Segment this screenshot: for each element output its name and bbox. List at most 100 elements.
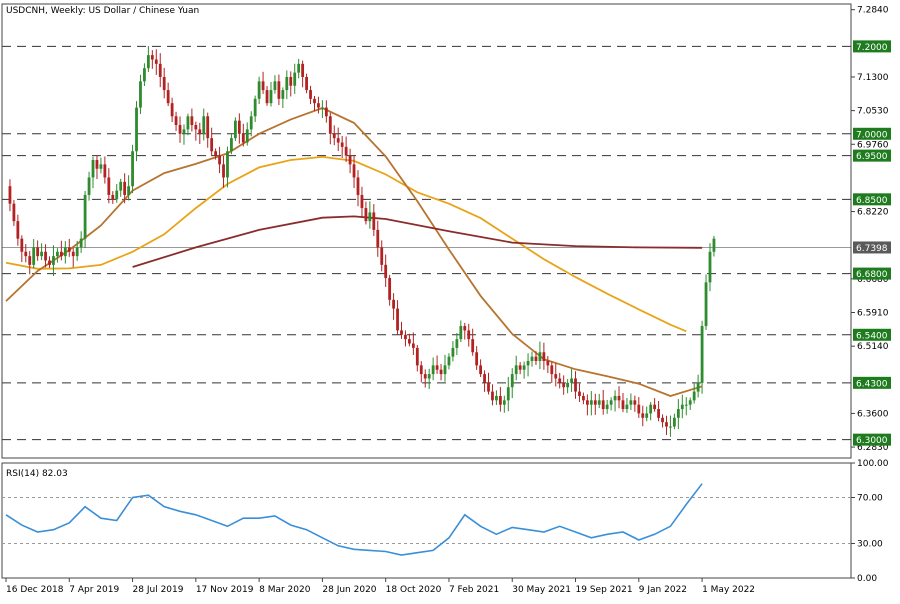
candle-body <box>143 68 146 82</box>
candle-body <box>139 81 142 108</box>
date-tick-label: 18 Oct 2020 <box>386 585 442 595</box>
candle-body <box>380 247 384 265</box>
ma-brown-line <box>5 107 703 397</box>
candle-body <box>696 382 700 392</box>
candle-body <box>285 76 289 91</box>
candle-body <box>459 326 463 340</box>
candle-body <box>621 400 625 410</box>
candle-body <box>427 374 431 379</box>
candle-body <box>16 221 20 239</box>
candle-body <box>150 55 154 60</box>
candle-body <box>491 391 494 401</box>
candle-body <box>131 151 134 187</box>
level-label-box <box>853 193 891 206</box>
price-tick-label: 6.3600 <box>857 409 889 419</box>
candle-body <box>277 81 281 99</box>
rsi-line <box>5 483 703 556</box>
candle-body <box>119 181 123 191</box>
date-tick-label: 8 Mar 2020 <box>259 585 311 595</box>
candle-body <box>518 365 522 370</box>
candle-body <box>253 98 257 117</box>
candle-body <box>123 181 127 195</box>
candle-body <box>75 247 79 257</box>
candle-body <box>431 365 435 375</box>
candle-body <box>348 155 352 165</box>
candle-body <box>645 413 649 418</box>
date-tick-label: 7 Apr 2019 <box>69 585 119 595</box>
price-tick-label: 6.6680 <box>857 275 889 285</box>
candle-body <box>562 382 566 388</box>
candle-body <box>273 81 277 91</box>
candle-body <box>629 400 633 405</box>
candle-body <box>301 63 305 77</box>
chart-frame <box>1 3 852 579</box>
candle-body <box>510 374 514 388</box>
candle-body <box>613 395 617 401</box>
candle-body <box>487 382 490 392</box>
candle-body <box>190 116 194 126</box>
candle-body <box>218 155 221 165</box>
candle-body <box>661 417 664 423</box>
candle-body <box>67 247 71 252</box>
candle-body <box>28 256 32 265</box>
candle-body <box>340 142 344 147</box>
candle-body <box>578 391 581 396</box>
candle-body <box>336 138 340 143</box>
candle-body <box>107 177 111 195</box>
candle-body <box>178 125 182 134</box>
price-tick-label: 7.2840 <box>857 6 889 16</box>
candle-body <box>605 404 609 410</box>
date-tick-label: 30 May 2021 <box>512 585 571 595</box>
candle-body <box>127 186 131 195</box>
candle-body <box>111 194 115 200</box>
candle-body <box>554 374 558 379</box>
current-price-text: 6.7398 <box>856 244 888 254</box>
level-label-box <box>853 149 891 162</box>
candle-body <box>158 63 162 77</box>
candle-body <box>704 282 708 327</box>
candle-body <box>356 177 360 195</box>
candlesticks <box>8 46 716 437</box>
candle-body <box>479 365 482 375</box>
candle-body <box>56 251 59 257</box>
candle-body <box>115 190 119 200</box>
level-label-box <box>853 267 891 280</box>
candle-body <box>498 395 502 405</box>
candle-body <box>601 400 605 410</box>
candle-body <box>506 387 510 401</box>
candle-body <box>20 238 24 252</box>
candle-body <box>542 352 546 361</box>
candle-body <box>514 365 518 375</box>
candle-body <box>411 343 415 348</box>
candle-body <box>32 247 36 265</box>
candle-body <box>265 90 269 104</box>
candle-body <box>324 107 328 117</box>
candle-body <box>700 326 704 383</box>
candle-body <box>447 356 451 366</box>
candle-body <box>538 352 542 361</box>
candle-body <box>392 299 395 309</box>
candle-body <box>249 116 253 130</box>
rsi-label: RSI(14) 82.03 <box>6 469 68 479</box>
candle-body <box>87 177 91 195</box>
candle-body <box>408 339 411 344</box>
candle-body <box>404 334 407 340</box>
candle-body <box>154 59 158 64</box>
candle-body <box>376 229 380 248</box>
date-tick-label: 16 Dec 2018 <box>6 585 64 595</box>
candle-body <box>467 330 471 340</box>
candle-body <box>483 374 486 383</box>
level-label-box <box>853 328 891 341</box>
candle-body <box>372 212 376 230</box>
candle-body <box>103 164 107 178</box>
level-label-text: 6.4300 <box>856 379 888 389</box>
candle-body <box>688 400 692 405</box>
candle-body <box>423 374 427 379</box>
candle-body <box>502 400 506 405</box>
candle-body <box>8 186 12 204</box>
level-label-box <box>853 127 891 140</box>
date-tick-label: 28 Jun 2020 <box>322 585 376 595</box>
date-tick-label: 1 May 2022 <box>702 585 755 595</box>
